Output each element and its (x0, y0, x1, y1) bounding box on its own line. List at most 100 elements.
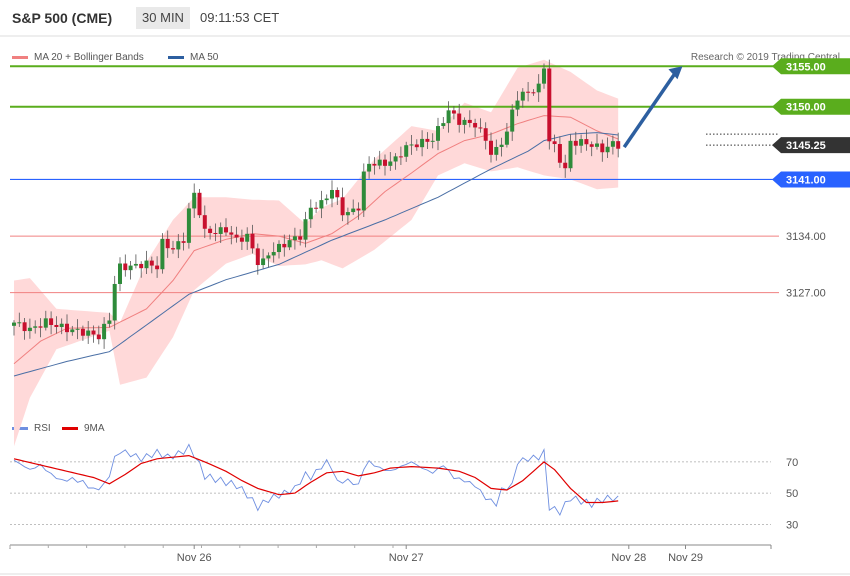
timeframe-badge[interactable]: 30 MIN (136, 7, 190, 29)
candle (298, 236, 303, 240)
candle (239, 237, 244, 242)
copyright-text: Research © 2019 Trading Central (690, 52, 840, 63)
candle (409, 144, 414, 146)
candle (70, 329, 75, 333)
candle (568, 140, 573, 169)
candle (377, 159, 382, 166)
candle (128, 265, 133, 271)
candle (282, 243, 287, 248)
candle (271, 252, 276, 256)
candle (17, 322, 22, 324)
candle (595, 143, 599, 147)
candle (234, 234, 239, 238)
candle (467, 119, 472, 123)
candle (531, 92, 536, 94)
ma50-label: MA 50 (190, 52, 219, 63)
candle (504, 131, 509, 145)
candle (123, 263, 128, 271)
candle (181, 241, 186, 243)
candle (393, 156, 398, 162)
candle (552, 141, 557, 145)
candle (542, 68, 546, 84)
candle (324, 198, 329, 201)
candle (75, 328, 80, 330)
candle (165, 238, 170, 249)
candle (160, 238, 165, 270)
candle (186, 208, 191, 243)
candle (478, 127, 483, 129)
candle (584, 139, 589, 145)
candle (65, 323, 69, 333)
candle (557, 144, 562, 163)
x-tick-label: Nov 29 (668, 552, 703, 564)
x-tick-label: Nov 27 (389, 552, 424, 564)
candle (261, 258, 266, 266)
candle (616, 141, 621, 149)
legend-9ma: 9MA (62, 423, 105, 434)
level-label: 3127.00 (786, 288, 826, 300)
candle (149, 260, 154, 266)
candle (489, 140, 493, 155)
rsi-tick-label: 50 (786, 488, 798, 500)
candle (112, 283, 117, 321)
candle (573, 140, 578, 146)
candle (589, 144, 594, 147)
candle (102, 323, 107, 340)
9ma-label: 9MA (84, 423, 105, 434)
legend-ma20: MA 20 + Bollinger Bands (12, 52, 144, 63)
candle (38, 326, 43, 328)
candle (499, 144, 504, 147)
candle (43, 318, 48, 328)
candle (345, 212, 350, 216)
candle (451, 110, 456, 114)
candle (292, 236, 297, 241)
candle (250, 233, 255, 249)
candle (308, 207, 313, 220)
candle (414, 144, 419, 148)
candle (356, 208, 361, 211)
candle (441, 123, 446, 127)
candle (361, 171, 366, 211)
candle (54, 324, 59, 327)
candle (462, 119, 467, 125)
candle (388, 161, 393, 166)
legend-rsi: RSI (12, 423, 51, 434)
candle (526, 91, 531, 93)
bollinger-band (14, 59, 619, 447)
candle (59, 323, 64, 327)
candle (245, 233, 250, 242)
candle (171, 248, 175, 250)
symbol-title: S&P 500 (CME) (12, 10, 113, 26)
candle (287, 240, 292, 248)
x-tick-label: Nov 26 (177, 552, 212, 564)
candle (425, 138, 430, 142)
candle (340, 197, 345, 216)
title-bar: S&P 500 (CME) 30 MIN 09:11:53 CET (0, 0, 850, 36)
level-tag (772, 137, 850, 154)
candle (139, 263, 144, 269)
candle (208, 228, 213, 234)
candle (473, 122, 478, 128)
candle (610, 141, 615, 147)
candle (192, 192, 197, 209)
level-label: 3141.00 (786, 174, 826, 186)
arrow-head (668, 66, 683, 80)
legend-ma50: MA 50 (168, 52, 218, 63)
candle (213, 233, 218, 235)
ma20-swatch (12, 55, 28, 59)
candle (563, 162, 568, 169)
rsi-ma-line (13, 454, 619, 504)
candle (351, 208, 356, 213)
candle (118, 263, 122, 284)
candle (96, 334, 101, 340)
level-label: 3134.00 (786, 231, 826, 243)
clock-time: 09:11:53 CET (200, 10, 280, 25)
candle (372, 163, 377, 166)
candle (33, 326, 38, 328)
candle (436, 126, 440, 141)
candle (218, 227, 223, 234)
candle (86, 330, 91, 336)
candle (483, 128, 488, 141)
rsi-tick-label: 70 (786, 457, 798, 469)
